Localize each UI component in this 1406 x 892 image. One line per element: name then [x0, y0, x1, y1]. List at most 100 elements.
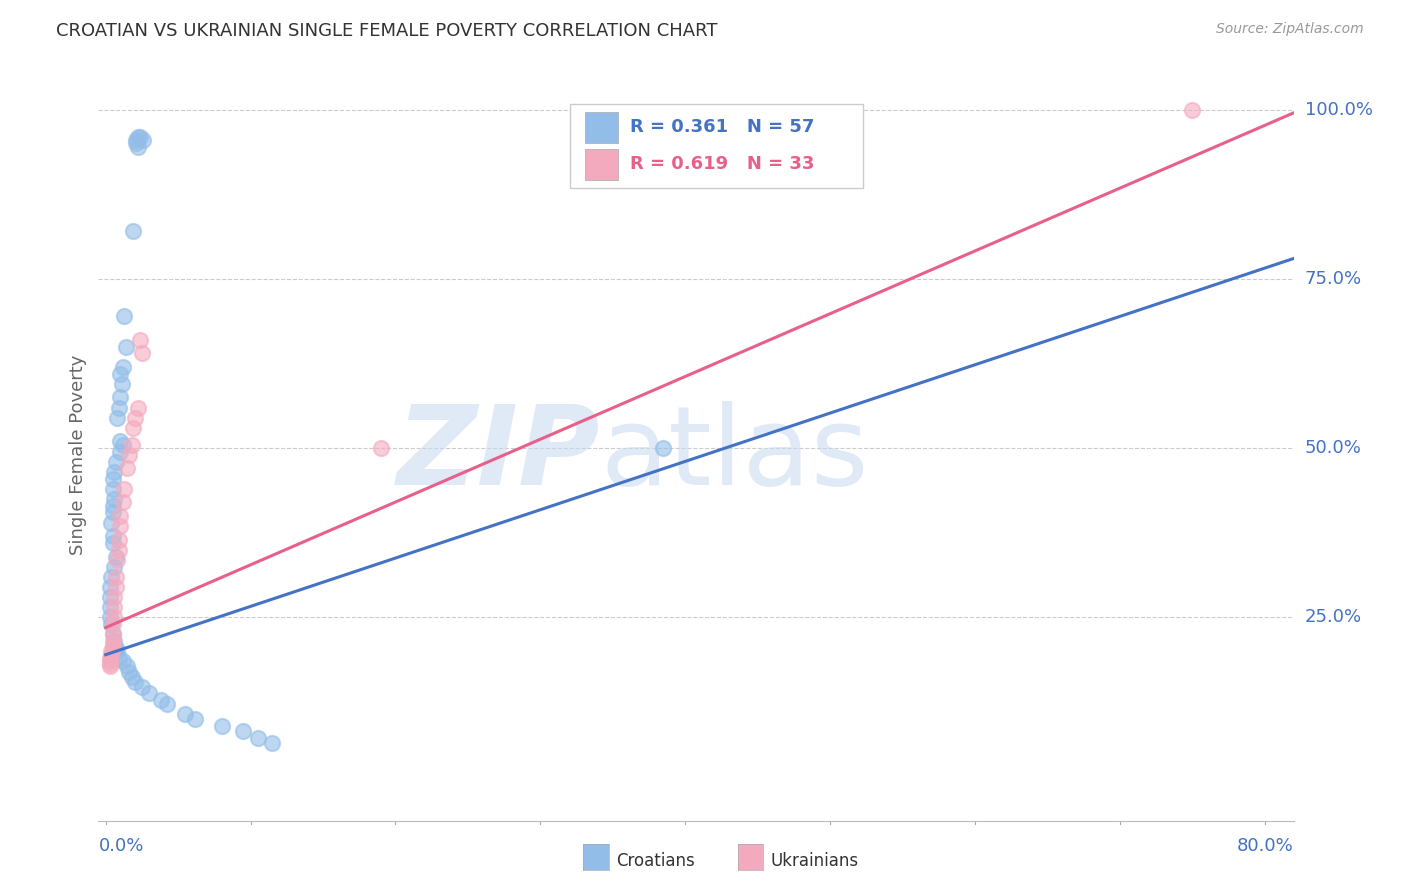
Point: [114, 482, 136, 496]
Text: Ukrainians: Ukrainians: [770, 852, 859, 870]
Point: [174, 706, 197, 721]
Point: [118, 665, 141, 679]
Point: [131, 346, 153, 360]
Point: [370, 441, 392, 455]
Point: [107, 651, 129, 665]
Point: [108, 444, 131, 458]
Point: [118, 448, 141, 462]
Point: [103, 491, 125, 506]
Point: [138, 686, 160, 700]
FancyBboxPatch shape: [585, 112, 619, 143]
Point: [125, 133, 148, 147]
Point: [121, 438, 143, 452]
Point: [184, 712, 207, 726]
Point: [107, 401, 129, 415]
Point: [108, 508, 131, 523]
Point: [98, 580, 121, 594]
Point: [104, 549, 127, 564]
Point: [246, 731, 269, 745]
Text: 100.0%: 100.0%: [1305, 101, 1372, 119]
Point: [104, 455, 127, 469]
Point: [105, 410, 128, 425]
Point: [262, 736, 284, 750]
Text: CROATIAN VS UKRAINIAN SINGLE FEMALE POVERTY CORRELATION CHART: CROATIAN VS UKRAINIAN SINGLE FEMALE POVE…: [56, 22, 717, 40]
Point: [103, 559, 125, 574]
Point: [149, 693, 172, 707]
Y-axis label: Single Female Poverty: Single Female Poverty: [69, 355, 87, 555]
Point: [98, 600, 121, 615]
Point: [122, 224, 145, 238]
Point: [155, 697, 177, 711]
Text: atlas: atlas: [600, 401, 869, 508]
Point: [129, 333, 152, 347]
Point: [108, 390, 131, 404]
Point: [112, 495, 135, 509]
Text: 50.0%: 50.0%: [1305, 439, 1361, 457]
Point: [103, 600, 125, 615]
Point: [129, 129, 152, 144]
Point: [101, 638, 124, 652]
Text: R = 0.619   N = 33: R = 0.619 N = 33: [630, 155, 814, 173]
Point: [101, 627, 124, 641]
Point: [127, 401, 149, 415]
Point: [108, 367, 131, 381]
Point: [104, 570, 127, 584]
Point: [98, 659, 121, 673]
Text: ZIP: ZIP: [396, 401, 600, 508]
Point: [98, 610, 121, 624]
Point: [103, 590, 125, 604]
Point: [110, 376, 132, 391]
Point: [98, 590, 121, 604]
Text: 25.0%: 25.0%: [1305, 608, 1362, 626]
Text: Source: ZipAtlas.com: Source: ZipAtlas.com: [1216, 22, 1364, 37]
Point: [101, 640, 124, 655]
Point: [100, 570, 122, 584]
Point: [117, 461, 139, 475]
Point: [1181, 103, 1204, 117]
Text: 0.0%: 0.0%: [98, 838, 143, 855]
Point: [98, 651, 121, 665]
Point: [652, 441, 675, 455]
Point: [107, 533, 129, 547]
Point: [101, 536, 124, 550]
Point: [115, 340, 138, 354]
Point: [103, 610, 125, 624]
Text: 75.0%: 75.0%: [1305, 270, 1362, 288]
Point: [103, 634, 125, 648]
Point: [98, 657, 121, 671]
Point: [104, 580, 127, 594]
Point: [132, 133, 155, 147]
Text: 80.0%: 80.0%: [1237, 838, 1294, 855]
Point: [117, 659, 139, 673]
Point: [127, 140, 149, 154]
Point: [127, 129, 149, 144]
Point: [114, 309, 136, 323]
Point: [104, 640, 127, 655]
Text: Croatians: Croatians: [616, 852, 695, 870]
Point: [101, 506, 124, 520]
Point: [100, 617, 122, 632]
Point: [112, 438, 135, 452]
Point: [105, 553, 128, 567]
Point: [101, 499, 124, 513]
Point: [121, 670, 143, 684]
Point: [100, 516, 122, 530]
Point: [112, 359, 135, 374]
Point: [122, 421, 145, 435]
Point: [101, 529, 124, 543]
Point: [112, 655, 135, 669]
Point: [105, 644, 128, 658]
Point: [232, 724, 254, 739]
Point: [211, 719, 233, 733]
FancyBboxPatch shape: [585, 149, 619, 179]
Text: R = 0.361   N = 57: R = 0.361 N = 57: [630, 118, 814, 136]
Point: [125, 136, 148, 151]
Point: [101, 627, 124, 641]
Point: [101, 617, 124, 632]
Point: [100, 648, 122, 662]
Point: [98, 655, 121, 669]
Point: [124, 410, 146, 425]
Point: [101, 472, 124, 486]
Point: [103, 465, 125, 479]
Point: [108, 519, 131, 533]
